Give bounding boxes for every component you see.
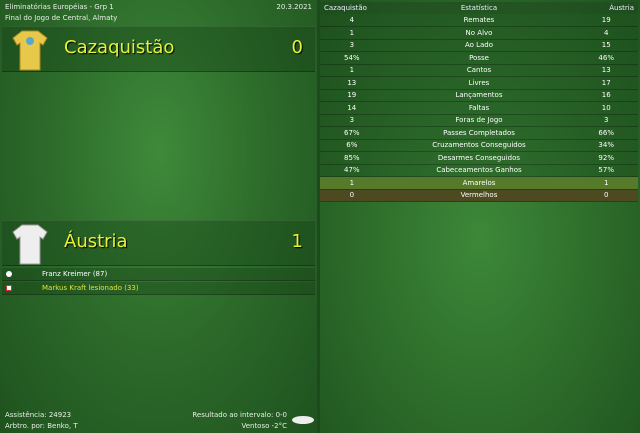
match-date: 20.3.2021 (276, 3, 312, 11)
cloud-icon (292, 416, 314, 424)
home-value: 13 (320, 76, 384, 90)
away-value: 34% (574, 139, 638, 152)
away-value: 1 (574, 176, 638, 190)
stat-label: Ao Lado (383, 39, 575, 52)
stat-row: 85% Desarmes Conseguidos 92% (320, 151, 638, 165)
away-value: 19 (574, 14, 638, 27)
away-value: 57% (574, 164, 638, 177)
halftime-score: Resultado ao intervalo: 0-0 (192, 411, 287, 419)
stat-label: Amarelos (383, 176, 575, 190)
competition: Eliminatórias Européias - Grp 1 (5, 3, 114, 11)
stat-label: Livres (383, 76, 575, 90)
stat-label: Posse (383, 51, 575, 65)
stat-label: Vermelhos (383, 189, 575, 202)
referee: Arbtro. por: Benko, T (5, 422, 78, 430)
event-text: Franz Kreimer (87) (42, 270, 108, 278)
match-summary-panel: Eliminatórias Européias - Grp 1 20.3.202… (0, 0, 317, 433)
stat-header: Estatística (383, 2, 575, 14)
stat-label: Lançamentos (383, 89, 575, 102)
stat-row: 14 Faltas 10 (320, 101, 638, 115)
stat-row: 1 Cantos 13 (320, 64, 638, 77)
home-value: 85% (320, 151, 384, 165)
stat-row: 6% Cruzamentos Conseguidos 34% (320, 139, 638, 152)
stat-row: 1 No Alvo 4 (320, 26, 638, 40)
attendance: Assistência: 24923 (5, 411, 72, 419)
away-header: Áustria (574, 2, 638, 14)
stat-row: 4 Remates 19 (320, 14, 638, 27)
home-value: 3 (320, 114, 384, 127)
home-value: 1 (320, 26, 384, 40)
stat-label: Desarmes Conseguidos (383, 151, 575, 165)
away-value: 0 (574, 189, 638, 202)
stat-row: 3 Ao Lado 15 (320, 39, 638, 52)
stat-row: 13 Livres 17 (320, 76, 638, 90)
home-value: 19 (320, 89, 384, 102)
away-value: 17 (574, 76, 638, 90)
stat-label: No Alvo (383, 26, 575, 40)
away-shirt-icon (12, 224, 48, 265)
away-value: 4 (574, 26, 638, 40)
home-value: 1 (320, 176, 384, 190)
away-score: 1 (291, 231, 303, 252)
home-value: 47% (320, 164, 384, 177)
stat-row: 0 Vermelhos 0 (320, 189, 638, 202)
stat-label: Cabeceamentos Ganhos (383, 164, 575, 177)
home-value: 6% (320, 139, 384, 152)
stat-row: 3 Foras de Jogo 3 (320, 114, 638, 127)
away-team-name: Áustria (64, 231, 128, 252)
home-value: 3 (320, 39, 384, 52)
stat-label: Remates (383, 14, 575, 27)
away-value: 13 (574, 64, 638, 77)
away-value: 10 (574, 101, 638, 115)
stat-row: 19 Lançamentos 16 (320, 89, 638, 102)
event-text: Markus Kraft lesionado (33) (42, 284, 139, 292)
home-value: 4 (320, 14, 384, 27)
home-value: 14 (320, 101, 384, 115)
event-injury[interactable]: Markus Kraft lesionado (33) (2, 282, 315, 295)
home-team-name: Cazaquistão (64, 37, 175, 58)
stat-row: 47% Cabeceamentos Ganhos 57% (320, 164, 638, 177)
home-value: 67% (320, 126, 384, 140)
home-header: Cazaquistão (320, 2, 384, 14)
home-shirt-icon (12, 30, 48, 71)
away-team-row[interactable]: Áustria 1 (2, 220, 315, 266)
stat-label: Cantos (383, 64, 575, 77)
home-value: 1 (320, 64, 384, 77)
home-value: 54% (320, 51, 384, 65)
stat-label: Faltas (383, 101, 575, 115)
weather: Ventoso -2°C (241, 422, 287, 430)
injury-icon (6, 285, 12, 291)
stat-label: Cruzamentos Conseguidos (383, 139, 575, 152)
stat-label: Foras de Jogo (383, 114, 575, 127)
stat-row: 67% Passes Completados 66% (320, 126, 638, 140)
stat-row: 54% Posse 46% (320, 51, 638, 65)
stats-table: Cazaquistão Estatística Áustria 4 Remates… (320, 2, 638, 202)
stat-label: Passes Completados (383, 126, 575, 140)
away-value: 16 (574, 89, 638, 102)
home-score: 0 (291, 37, 303, 58)
away-value: 66% (574, 126, 638, 140)
stat-row: 1 Amarelos 1 (320, 176, 638, 190)
event-goal[interactable]: Franz Kreimer (87) (2, 268, 315, 281)
away-value: 92% (574, 151, 638, 165)
home-value: 0 (320, 189, 384, 202)
venue: Final do Jogo de Central, Almaty (5, 14, 118, 22)
away-value: 46% (574, 51, 638, 65)
away-value: 15 (574, 39, 638, 52)
home-team-row[interactable]: Cazaquistão 0 (2, 26, 315, 72)
ball-icon (6, 271, 12, 277)
away-value: 3 (574, 114, 638, 127)
stats-panel: Cazaquistão Estatística Áustria 4 Remates… (320, 0, 640, 433)
